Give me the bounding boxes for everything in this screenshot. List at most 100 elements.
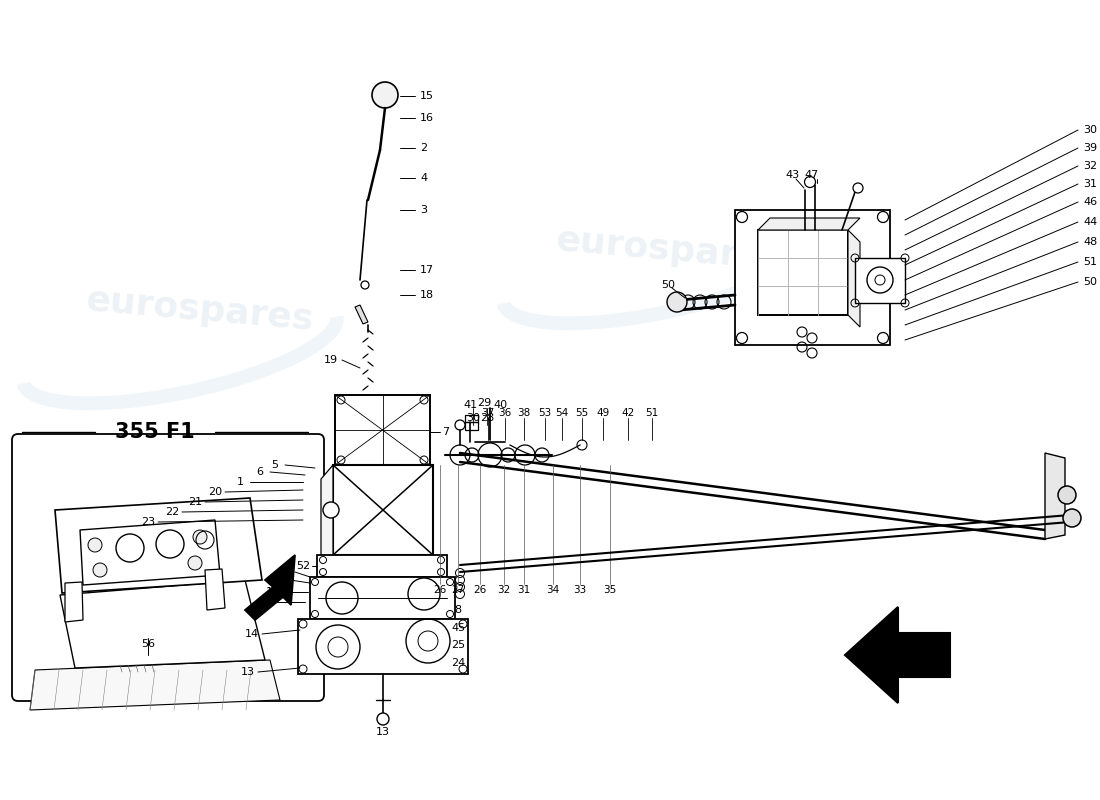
Polygon shape xyxy=(80,520,220,585)
Text: 34: 34 xyxy=(547,585,560,595)
Text: 40: 40 xyxy=(493,400,507,410)
Circle shape xyxy=(667,292,688,312)
Text: 21: 21 xyxy=(188,497,202,507)
Circle shape xyxy=(88,538,102,552)
Bar xyxy=(735,210,890,345)
Polygon shape xyxy=(60,580,265,668)
Polygon shape xyxy=(205,569,225,610)
Circle shape xyxy=(372,82,398,108)
Text: 17: 17 xyxy=(420,265,434,275)
Text: 32: 32 xyxy=(1084,161,1097,171)
Text: 15: 15 xyxy=(420,91,434,101)
Polygon shape xyxy=(355,305,368,324)
Text: 26: 26 xyxy=(473,585,486,595)
Text: 6: 6 xyxy=(256,467,264,477)
Bar xyxy=(317,555,447,577)
Text: 14: 14 xyxy=(245,629,260,639)
Text: 22: 22 xyxy=(165,507,179,517)
Bar xyxy=(758,230,848,315)
Text: 38: 38 xyxy=(517,408,530,418)
Polygon shape xyxy=(758,218,860,230)
Text: 24: 24 xyxy=(451,658,465,668)
Text: 49: 49 xyxy=(596,408,609,418)
Bar xyxy=(310,577,455,619)
Text: 20: 20 xyxy=(208,487,222,497)
Text: 50: 50 xyxy=(1084,277,1097,287)
Text: 9: 9 xyxy=(282,567,288,577)
Text: eurospares: eurospares xyxy=(85,283,316,337)
Polygon shape xyxy=(65,582,82,622)
Text: 36: 36 xyxy=(498,408,512,418)
Text: 43: 43 xyxy=(785,170,799,180)
Text: 4: 4 xyxy=(420,173,427,183)
Bar xyxy=(298,619,468,674)
Polygon shape xyxy=(30,660,280,710)
Circle shape xyxy=(377,713,389,725)
FancyBboxPatch shape xyxy=(12,434,324,701)
Circle shape xyxy=(1063,509,1081,527)
Circle shape xyxy=(1058,486,1076,504)
Bar xyxy=(855,258,905,303)
Text: 18: 18 xyxy=(420,290,434,300)
Polygon shape xyxy=(245,555,295,620)
Text: 26: 26 xyxy=(433,585,447,595)
Text: 27: 27 xyxy=(451,585,464,595)
Text: 51: 51 xyxy=(1084,257,1097,267)
Polygon shape xyxy=(845,607,950,703)
Text: 19: 19 xyxy=(323,355,338,365)
Text: 8: 8 xyxy=(454,605,462,615)
Text: 13: 13 xyxy=(241,667,255,677)
Text: eurospares: eurospares xyxy=(554,223,785,277)
Text: 56: 56 xyxy=(141,639,155,649)
Text: 5: 5 xyxy=(272,460,278,470)
Text: 355 F1: 355 F1 xyxy=(116,422,195,442)
Circle shape xyxy=(852,183,864,193)
Bar xyxy=(333,465,433,555)
Text: 48: 48 xyxy=(1084,237,1098,247)
Text: 1: 1 xyxy=(236,477,243,487)
Circle shape xyxy=(94,563,107,577)
Circle shape xyxy=(578,440,587,450)
Text: 37: 37 xyxy=(482,408,495,418)
Text: 52: 52 xyxy=(296,561,310,571)
Text: 16: 16 xyxy=(420,113,434,123)
Polygon shape xyxy=(321,555,433,569)
Circle shape xyxy=(804,177,815,187)
Circle shape xyxy=(188,556,202,570)
Circle shape xyxy=(192,530,207,544)
Polygon shape xyxy=(1045,453,1065,539)
Polygon shape xyxy=(55,498,262,593)
Text: 46: 46 xyxy=(1084,197,1097,207)
Text: 31: 31 xyxy=(1084,179,1097,189)
Text: 25: 25 xyxy=(451,640,465,650)
Text: 2: 2 xyxy=(420,143,427,153)
Text: 33: 33 xyxy=(573,585,586,595)
Text: 11: 11 xyxy=(266,587,280,597)
Text: 39: 39 xyxy=(1084,143,1097,153)
Polygon shape xyxy=(848,230,860,327)
Text: 10: 10 xyxy=(273,575,287,585)
Text: 23: 23 xyxy=(141,517,155,527)
Text: 53: 53 xyxy=(538,408,551,418)
Text: 41: 41 xyxy=(463,400,477,410)
Text: 51: 51 xyxy=(646,408,659,418)
Text: 12: 12 xyxy=(257,597,272,607)
Text: 29: 29 xyxy=(477,398,491,408)
Text: 7: 7 xyxy=(442,427,449,437)
Text: 45: 45 xyxy=(451,623,465,633)
Text: 35: 35 xyxy=(604,585,617,595)
Text: 30: 30 xyxy=(466,413,480,423)
Text: 42: 42 xyxy=(621,408,635,418)
Text: 13: 13 xyxy=(376,727,390,737)
Circle shape xyxy=(323,502,339,518)
Text: 44: 44 xyxy=(1084,217,1098,227)
Bar xyxy=(336,395,430,465)
Text: 54: 54 xyxy=(556,408,569,418)
Text: 47: 47 xyxy=(805,170,820,180)
Text: 28: 28 xyxy=(480,413,494,423)
Text: 30: 30 xyxy=(1084,125,1097,135)
Text: 31: 31 xyxy=(517,585,530,595)
Text: 32: 32 xyxy=(497,585,510,595)
Text: 55: 55 xyxy=(575,408,589,418)
Polygon shape xyxy=(321,465,333,569)
